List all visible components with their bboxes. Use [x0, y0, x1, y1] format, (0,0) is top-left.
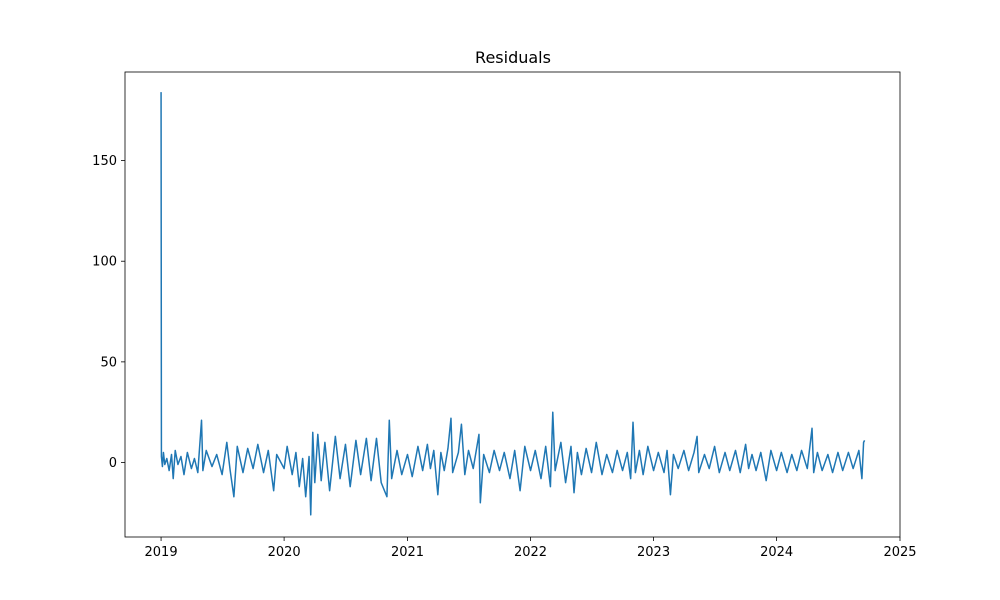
x-tick-label: 2019: [145, 545, 178, 560]
x-tick-label: 2022: [514, 545, 547, 560]
x-tick-label: 2020: [268, 545, 301, 560]
x-tick-label: 2025: [883, 545, 916, 560]
x-tick-label: 2021: [391, 545, 424, 560]
y-tick-label: 50: [100, 355, 117, 370]
series-layer: [160, 92, 866, 516]
plot-area: [124, 71, 901, 538]
y-tick-label: 150: [92, 154, 117, 169]
y-tick-label: 0: [109, 456, 117, 471]
chart-title: Residuals: [475, 48, 551, 67]
x-tick-label: 2023: [637, 545, 670, 560]
axes-frame: [124, 71, 901, 538]
x-axis-ticks: 2019 2020 2021 2022 2023 2024 2025: [145, 537, 917, 560]
x-tick-label: 2024: [760, 545, 793, 560]
y-axis-ticks: 0 50 100 150: [92, 154, 125, 471]
series-line-0: [160, 92, 866, 516]
y-tick-label: 100: [92, 255, 117, 270]
